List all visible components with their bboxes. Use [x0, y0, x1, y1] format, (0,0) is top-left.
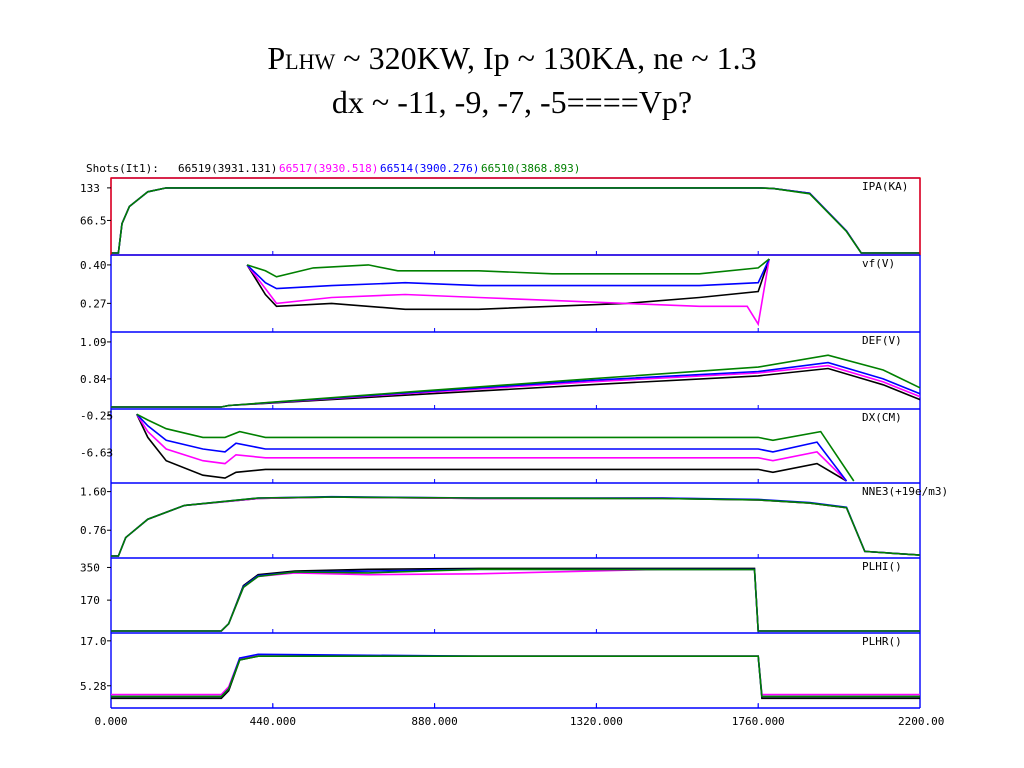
series-line — [111, 187, 920, 254]
legend-entry: 66519(3931.131) — [178, 162, 277, 175]
title-prefix: P — [267, 40, 286, 76]
panel-label: DX(CM) — [862, 411, 902, 424]
series-line — [111, 354, 921, 408]
y-tick-label: 17.0 — [80, 635, 107, 648]
panel-highlight-frame — [110, 177, 921, 256]
y-tick-label: 0.84 — [80, 373, 107, 386]
y-tick-label: 5.28 — [80, 680, 107, 693]
y-tick-label: 1.09 — [80, 336, 107, 349]
series-line — [136, 413, 855, 482]
legend-entry: 66514(3900.276) — [380, 162, 479, 175]
x-tick-label: 1760.000 — [732, 715, 785, 728]
panel-label: PLHR() — [862, 635, 902, 648]
y-tick-label: -6.63 — [80, 447, 113, 460]
series-line — [111, 187, 920, 254]
series-line — [135, 413, 847, 482]
series-line — [111, 567, 920, 632]
chart-title-line1: PLHW ~ 320KW, Ip ~ 130KA, ne ~ 1.3 — [0, 40, 1024, 77]
series-line — [111, 496, 921, 557]
panel: 133 66.5 IPA(KA) — [80, 177, 921, 256]
title-subscript: LHW — [285, 49, 336, 74]
panel-label: vf(V) — [862, 257, 895, 270]
title-rest: ~ 320KW, Ip ~ 130KA, ne ~ 1.3 — [335, 40, 757, 76]
y-tick-label: 66.5 — [80, 214, 107, 227]
panel: 0.40 0.27 vf(V) — [80, 254, 921, 332]
series-line — [111, 495, 921, 557]
y-tick-label: 170 — [80, 594, 100, 607]
x-axis: 0.000 440.000 880.000 1320.000 1760.000 2200.… — [94, 703, 944, 728]
shots-legend: Shots(It1): 66519(3931.131) 66517(3930.51… — [86, 162, 580, 175]
panel: -0.25 -6.63 DX(CM) — [80, 408, 921, 483]
panel: 1.60 0.76 NNE3(+19e/m3) — [80, 482, 948, 558]
y-tick-label: 133 — [80, 182, 100, 195]
x-tick-label: 880.000 — [411, 715, 457, 728]
y-tick-label: 0.40 — [80, 259, 107, 272]
panel-label: IPA(KA) — [862, 180, 908, 193]
series-line — [246, 258, 770, 278]
x-tick-label: 0.000 — [94, 715, 127, 728]
panel: 1.09 0.84 DEF(V) — [80, 331, 921, 409]
series-line — [136, 413, 848, 482]
series-line — [111, 655, 920, 696]
panel-label: DEF(V) — [862, 334, 902, 347]
series-line — [111, 187, 920, 254]
shots-label: Shots(It1): — [86, 162, 159, 175]
series-line — [111, 568, 920, 632]
panel: 350 170 PLHI() — [80, 557, 921, 633]
series-line — [111, 655, 920, 698]
legend-entry: 66517(3930.518) — [279, 162, 378, 175]
series-line — [136, 413, 848, 482]
panels: 133 66.5 IPA(KA) 0.40 0.27 vf(V) 1.09 0.84 DEF(V… — [80, 177, 948, 708]
panel-label: NNE3(+19e/m3) — [862, 485, 948, 498]
y-tick-label: 0.76 — [80, 524, 107, 537]
y-tick-label: -0.25 — [80, 410, 113, 423]
panel: 17.0 5.28 PLHR() — [80, 632, 921, 708]
series-line — [246, 258, 770, 311]
series-line — [111, 568, 920, 632]
panel-label: PLHI() — [862, 560, 902, 573]
legend-entry: 66510(3868.893) — [481, 162, 580, 175]
series-line — [111, 568, 920, 632]
chart-title-line2: dx ~ -11, -9, -7, -5====Vp? — [331, 84, 693, 120]
x-tick-label: 2200.00 — [898, 715, 944, 728]
series-line — [246, 258, 770, 290]
series-line — [111, 367, 921, 408]
series-line — [111, 496, 921, 557]
y-tick-label: 0.27 — [80, 297, 107, 310]
series-line — [111, 187, 920, 254]
y-tick-label: 350 — [80, 561, 100, 574]
x-tick-label: 440.000 — [250, 715, 296, 728]
series-line — [111, 496, 921, 557]
x-tick-label: 1320.000 — [570, 715, 623, 728]
series-line — [246, 258, 770, 327]
y-tick-label: 1.60 — [80, 486, 107, 499]
